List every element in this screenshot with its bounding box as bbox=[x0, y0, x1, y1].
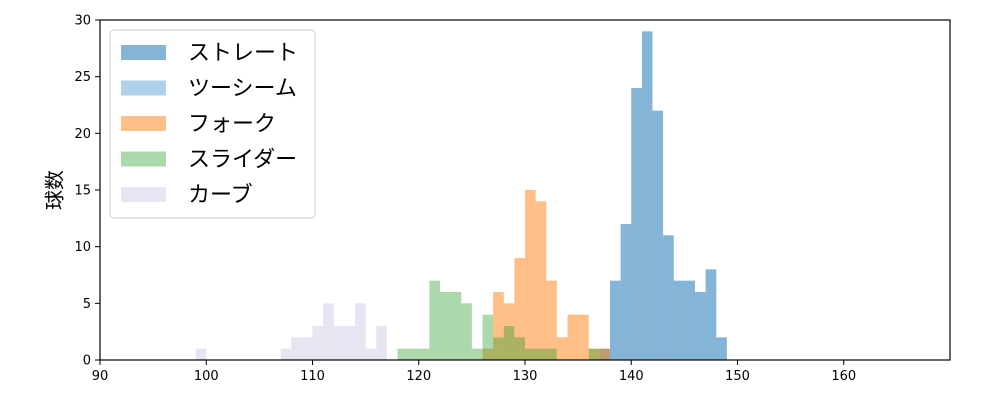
y-tick-label: 15 bbox=[74, 184, 91, 199]
bar-4-16 bbox=[588, 348, 600, 360]
x-tick-label: 130 bbox=[513, 369, 538, 384]
bar-3-3 bbox=[503, 303, 515, 360]
y-axis-label: 球数 bbox=[43, 170, 67, 210]
bar-3-1 bbox=[482, 348, 494, 360]
x-tick-label: 120 bbox=[406, 369, 431, 384]
bar-4-4 bbox=[429, 280, 440, 360]
bar-4-1 bbox=[397, 348, 409, 360]
bar-1-4 bbox=[631, 88, 642, 360]
y-tick-label: 10 bbox=[74, 240, 91, 255]
bar-1-12 bbox=[716, 337, 727, 360]
bar-3-6 bbox=[535, 201, 547, 360]
legend-box bbox=[109, 29, 316, 219]
bar-4-12 bbox=[514, 337, 525, 360]
histogram-bars bbox=[195, 31, 727, 361]
bar-4-5 bbox=[440, 292, 451, 360]
y-tick-label: 5 bbox=[83, 297, 91, 312]
x-tick-label: 140 bbox=[619, 369, 644, 384]
bar-3-12 bbox=[599, 348, 610, 360]
legend-swatch bbox=[121, 80, 166, 96]
x-axis: 90 100 110 120 130 140 150 160 bbox=[92, 360, 856, 384]
bar-3-11 bbox=[588, 348, 600, 360]
bar-3-4 bbox=[514, 258, 525, 360]
bar-5-9 bbox=[355, 303, 366, 360]
bar-1-2 bbox=[610, 280, 621, 360]
y-tick-label: 25 bbox=[74, 70, 91, 85]
bar-1-7 bbox=[663, 235, 674, 360]
legend-label: ストレート bbox=[188, 41, 298, 66]
bar-4-10 bbox=[493, 337, 504, 360]
legend-swatch bbox=[121, 116, 166, 131]
bar-5-2 bbox=[280, 348, 292, 360]
bar-3-9 bbox=[567, 314, 579, 360]
bar-4-3 bbox=[418, 348, 430, 360]
bar-3-7 bbox=[546, 280, 557, 360]
bar-5-5 bbox=[312, 326, 324, 360]
bar-5-1 bbox=[195, 348, 207, 360]
y-tick-label: 0 bbox=[83, 354, 91, 369]
bar-4-7 bbox=[461, 303, 472, 360]
x-tick-label: 100 bbox=[194, 369, 219, 384]
bar-3-10 bbox=[578, 314, 589, 360]
legend-swatch bbox=[121, 45, 166, 60]
bar-5-10 bbox=[365, 348, 377, 360]
bar-5-11 bbox=[376, 326, 387, 360]
bar-3-2 bbox=[493, 292, 504, 360]
y-tick-label: 20 bbox=[74, 127, 91, 142]
x-tick-label: 110 bbox=[300, 369, 325, 384]
bar-3-8 bbox=[556, 337, 568, 360]
bar-4-2 bbox=[408, 348, 419, 360]
bar-1-6 bbox=[652, 110, 664, 361]
legend-label: スライダー bbox=[188, 148, 297, 173]
bar-4-15 bbox=[546, 348, 557, 360]
bar-1-8 bbox=[673, 280, 685, 360]
bar-5-4 bbox=[301, 337, 313, 360]
bar-1-5 bbox=[641, 31, 653, 360]
bar-3-5 bbox=[525, 190, 536, 360]
bar-1-3 bbox=[620, 224, 632, 360]
x-tick-label: 150 bbox=[725, 369, 750, 384]
x-tick-label: 160 bbox=[831, 369, 856, 384]
bar-1-11 bbox=[705, 269, 717, 360]
legend-swatch bbox=[121, 187, 166, 202]
y-tick-label: 30 bbox=[74, 14, 91, 29]
legend-swatch bbox=[121, 151, 166, 167]
bar-4-9 bbox=[482, 314, 494, 360]
legend-label: ツーシーム bbox=[188, 77, 297, 102]
legend-label: カーブ bbox=[188, 183, 253, 208]
bar-5-6 bbox=[323, 303, 334, 360]
bar-1-9 bbox=[684, 280, 695, 360]
bar-5-7 bbox=[333, 326, 345, 360]
bar-4-13 bbox=[525, 348, 536, 360]
bar-5-8 bbox=[344, 326, 355, 360]
legend-label: フォーク bbox=[188, 112, 276, 137]
bar-4-11 bbox=[503, 326, 515, 360]
bar-1-10 bbox=[695, 292, 706, 360]
bar-5-3 bbox=[291, 337, 302, 360]
x-tick-label: 90 bbox=[92, 369, 109, 384]
bar-4-14 bbox=[535, 348, 547, 360]
bar-4-6 bbox=[450, 292, 462, 360]
bar-4-8 bbox=[471, 348, 483, 360]
y-axis: 0 5 10 15 20 25 30 bbox=[74, 14, 100, 369]
